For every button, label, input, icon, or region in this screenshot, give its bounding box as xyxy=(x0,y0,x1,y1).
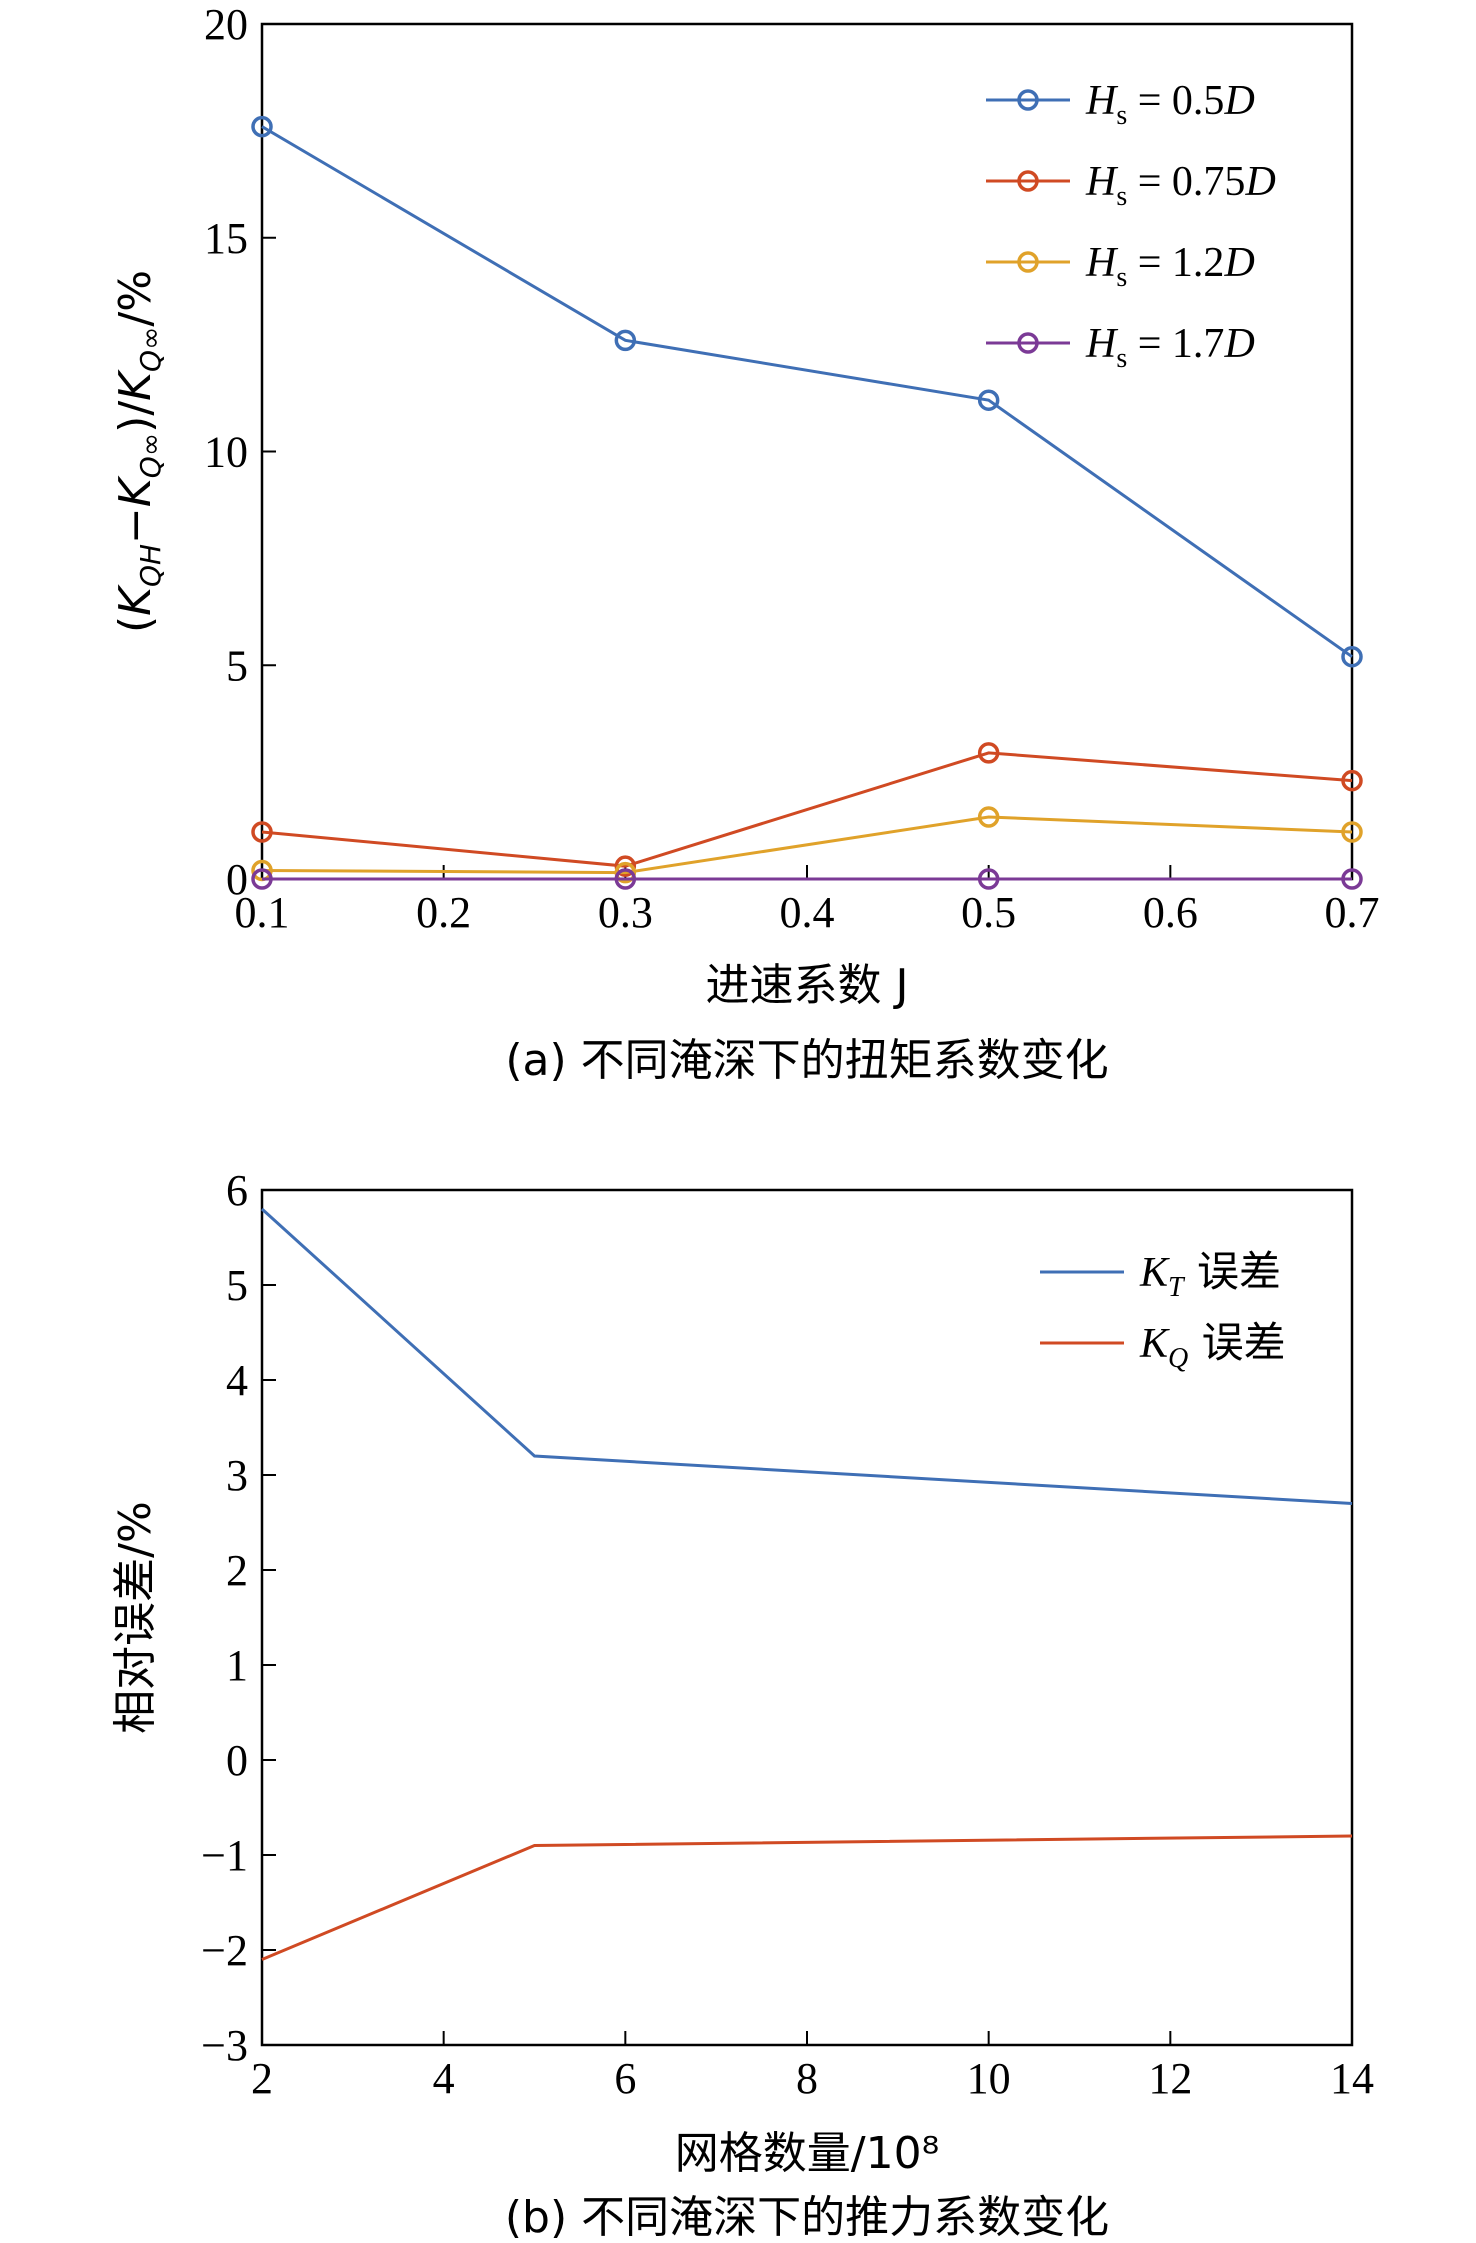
data-point xyxy=(1341,769,1363,792)
data-point xyxy=(614,861,637,884)
legend-marker xyxy=(1017,89,1039,111)
y-tick-label: 20 xyxy=(204,0,248,49)
legend-marker xyxy=(1017,251,1039,273)
legend-marker xyxy=(1017,332,1039,354)
chart-a-plot-frame xyxy=(260,22,1354,881)
chart-a-y-axis-title: (KQH−KQ∞)/KQ∞/% xyxy=(110,270,167,633)
x-tick-label: 2 xyxy=(251,2054,273,2103)
data-point xyxy=(1341,868,1363,890)
y-tick-label: 0 xyxy=(226,855,248,904)
data-point xyxy=(614,329,637,352)
legend-label: KT 误差 xyxy=(1139,1247,1281,1303)
y-tick-label: 5 xyxy=(226,1261,248,1310)
series-line xyxy=(261,1834,1353,1961)
legend-marker xyxy=(1017,170,1039,192)
legend-label: Hs = 0.75D xyxy=(1085,159,1276,212)
y-tick-label: 1 xyxy=(226,1641,248,1690)
chart-a-series xyxy=(251,115,1363,890)
x-tick-label: 0.2 xyxy=(416,888,471,937)
chart-a-ticks: 0.1 0.2 0.3 0.4 0.5 0.6 0.7 0 5 10 15 20 xyxy=(204,0,1380,937)
y-tick-label: 4 xyxy=(226,1356,248,1405)
y-tick-label: 10 xyxy=(204,428,248,477)
legend-label: Hs = 0.5D xyxy=(1085,78,1255,131)
chart-b-x-axis-title: 网格数量/10⁸ xyxy=(675,2128,939,2179)
data-point xyxy=(1341,645,1363,668)
x-tick-label: 12 xyxy=(1148,2054,1192,2103)
data-point xyxy=(1341,821,1363,843)
y-tick-label: −2 xyxy=(201,1926,248,1975)
series-line xyxy=(261,125,1353,658)
y-tick-label: 2 xyxy=(226,1546,248,1595)
data-point xyxy=(977,742,1000,764)
data-point xyxy=(977,806,1000,828)
data-point xyxy=(251,868,273,890)
legend-label: Hs = 1.7D xyxy=(1085,321,1255,374)
y-tick-label: −3 xyxy=(201,2021,248,2070)
chart-a-legend: Hs = 0.5D Hs = 0.75D Hs = 1.2D Hs = 1.7D xyxy=(986,78,1276,374)
series-line xyxy=(260,1207,1353,1505)
x-tick-label: 4 xyxy=(433,2054,455,2103)
series-line xyxy=(261,751,1353,868)
x-tick-label: 0.6 xyxy=(1143,888,1198,937)
x-tick-label: 0.4 xyxy=(780,888,835,937)
series-line xyxy=(261,815,1353,875)
data-point xyxy=(977,389,1000,411)
y-tick-label: 15 xyxy=(204,214,248,263)
data-point xyxy=(977,868,1000,890)
data-point xyxy=(251,115,273,138)
x-tick-label: 6 xyxy=(614,2054,636,2103)
y-tick-label: 0 xyxy=(226,1736,248,1785)
y-tick-label: −1 xyxy=(201,1831,248,1880)
chart-a-x-axis-title: 进速系数 J xyxy=(706,960,909,1011)
chart-b-series xyxy=(260,1207,1353,1961)
x-tick-label: 0.1 xyxy=(235,888,290,937)
x-tick-label: 10 xyxy=(967,2054,1011,2103)
data-point xyxy=(251,821,273,843)
legend-label: KQ 误差 xyxy=(1139,1318,1286,1374)
x-tick-label: 0.5 xyxy=(961,888,1016,937)
y-tick-label: 5 xyxy=(226,641,248,690)
x-tick-label: 0.3 xyxy=(598,888,653,937)
x-tick-label: 8 xyxy=(796,2054,818,2103)
chart-a-caption: (a) 不同淹深下的扭矩系数变化 xyxy=(505,1035,1108,1086)
chart-b-legend: KT 误差 KQ 误差 xyxy=(1040,1247,1286,1374)
legend-label: Hs = 1.2D xyxy=(1085,240,1255,293)
x-tick-label: 14 xyxy=(1330,2054,1374,2103)
data-point xyxy=(614,868,637,890)
chart-b-y-axis-title: 相对误差/% xyxy=(110,1501,161,1734)
y-tick-label: 3 xyxy=(226,1451,248,1500)
data-point xyxy=(614,855,637,877)
y-tick-label: 6 xyxy=(226,1166,248,1215)
x-tick-label: 0.7 xyxy=(1325,888,1380,937)
chart-b-caption: (b) 不同淹深下的推力系数变化 xyxy=(505,2192,1109,2243)
